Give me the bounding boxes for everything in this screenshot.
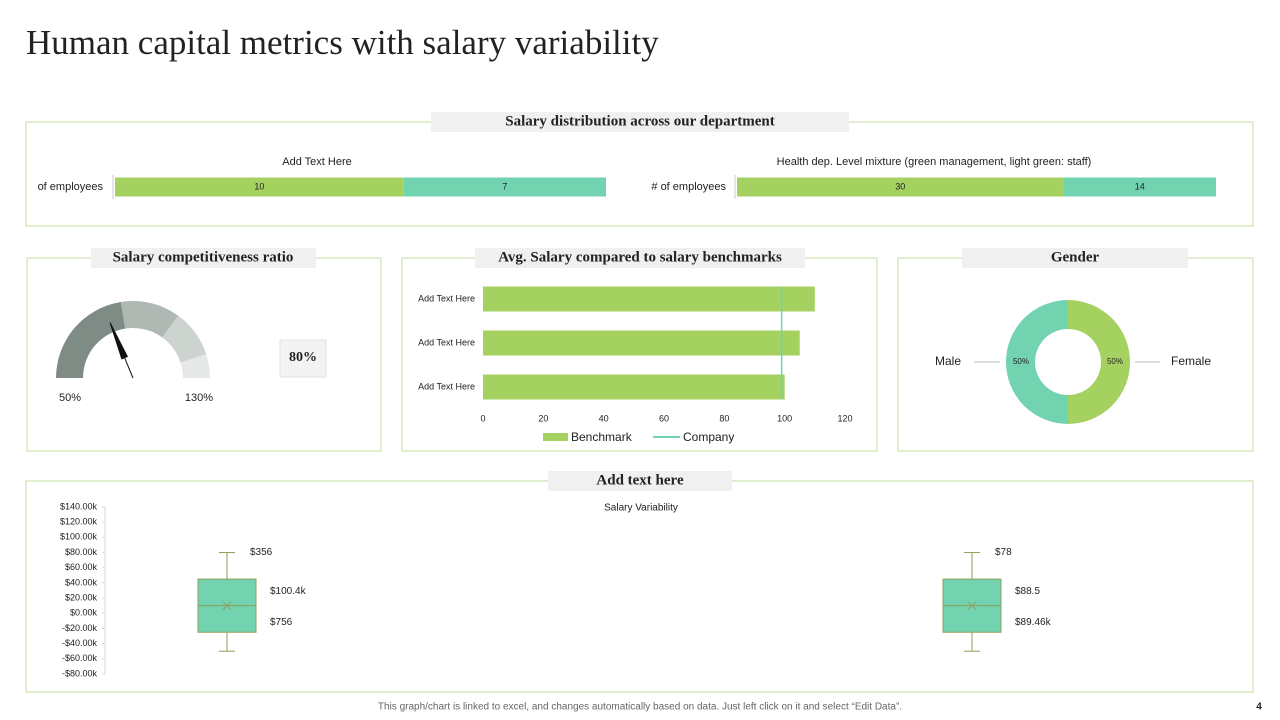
panel <box>25 121 1254 227</box>
footer: This graph/chart is linked to excel, and… <box>378 702 902 713</box>
panel-title: Salary distribution across our departmen… <box>505 113 774 129</box>
data-label: 14 <box>1135 181 1145 191</box>
data-label: 7 <box>502 181 507 191</box>
x-tick-label: 80 <box>719 413 729 423</box>
x-tick-label: 20 <box>538 413 548 423</box>
legend-label: Benchmark <box>571 430 633 444</box>
data-label: 30 <box>895 181 905 191</box>
mean-marker <box>967 601 977 611</box>
chart-title: Salary Variability <box>604 503 678 514</box>
y-tick-label: $20.00k <box>65 592 98 602</box>
x-tick-label: 100 <box>777 413 792 423</box>
data-label: 10 <box>254 181 264 191</box>
x-tick-label: 0 <box>480 413 485 423</box>
bar <box>483 330 800 356</box>
panel-title: Add text here <box>596 472 684 488</box>
annotation: $100.4k <box>270 586 307 597</box>
x-tick-label: 120 <box>837 413 852 423</box>
x-tick-label: 60 <box>659 413 669 423</box>
gauge-tick-label: 50% <box>59 392 81 404</box>
y-tick-label: $100.00k <box>60 532 98 542</box>
y-tick-label: Add Text Here <box>418 381 475 391</box>
y-tick-label: Add Text Here <box>418 337 475 347</box>
panel-title-box <box>962 248 1188 268</box>
chart-title: Add Text Here <box>282 156 352 168</box>
panel-title: Salary competitiveness ratio <box>113 249 294 265</box>
x-tick-label: 40 <box>599 413 609 423</box>
bar-segment <box>737 177 1064 197</box>
y-tick-label: -$60.00k <box>62 653 98 663</box>
value-box <box>279 339 327 378</box>
data-label: 50% <box>1013 357 1029 366</box>
panel-title-box <box>431 112 849 132</box>
legend-swatch <box>543 433 568 441</box>
legend-label: Company <box>683 430 734 444</box>
y-tick-label: $80.00k <box>65 547 98 557</box>
panel-title-box <box>475 248 805 268</box>
panel-title: Avg. Salary compared to salary benchmark… <box>498 249 782 265</box>
y-tick-label: -$20.00k <box>62 623 98 633</box>
category-label: Male <box>935 354 961 368</box>
chart-title: Health dep. Level mixture (green managem… <box>777 156 1092 168</box>
category-label: Female <box>1171 354 1211 368</box>
page-number: 4 <box>1256 702 1262 713</box>
bar <box>483 286 815 312</box>
y-tick-label: Add Text Here <box>418 293 475 303</box>
bar <box>483 374 785 400</box>
gauge-band <box>56 301 126 378</box>
bar-segment <box>1063 177 1216 197</box>
gauge-band <box>120 301 179 338</box>
y-tick-label: $120.00k <box>60 517 98 527</box>
y-tick-label: -$80.00k <box>62 668 98 678</box>
panel-title-box <box>91 248 316 268</box>
data-label: 50% <box>1107 357 1123 366</box>
annotation: $78 <box>995 547 1012 558</box>
y-tick-label: -$40.00k <box>62 638 98 648</box>
annotation: $756 <box>270 617 293 628</box>
category-label: of employees <box>38 181 104 193</box>
annotation: $89.46k <box>1015 617 1052 628</box>
panel-title-box <box>548 471 732 491</box>
y-tick-label: $60.00k <box>65 562 98 572</box>
annotation: $356 <box>250 547 273 558</box>
panel-title: Gender <box>1051 249 1100 265</box>
slide-title: Human capital metrics with salary variab… <box>26 23 659 62</box>
y-tick-label: $140.00k <box>60 501 98 511</box>
donut-slice <box>1006 300 1068 424</box>
mean-marker <box>222 601 232 611</box>
gauge-band <box>162 315 207 363</box>
y-tick-label: $40.00k <box>65 577 98 587</box>
gauge-value: 80% <box>289 350 317 365</box>
bar-segment <box>403 177 606 197</box>
y-tick-label: $0.00k <box>70 608 98 618</box>
donut-slice <box>1068 300 1130 424</box>
annotation: $88.5 <box>1015 586 1040 597</box>
gauge-band <box>180 354 210 378</box>
category-label: # of employees <box>651 181 726 193</box>
gauge-tick-label: 130% <box>185 392 213 404</box>
bar-segment <box>115 177 404 197</box>
gauge-needle <box>109 322 134 379</box>
